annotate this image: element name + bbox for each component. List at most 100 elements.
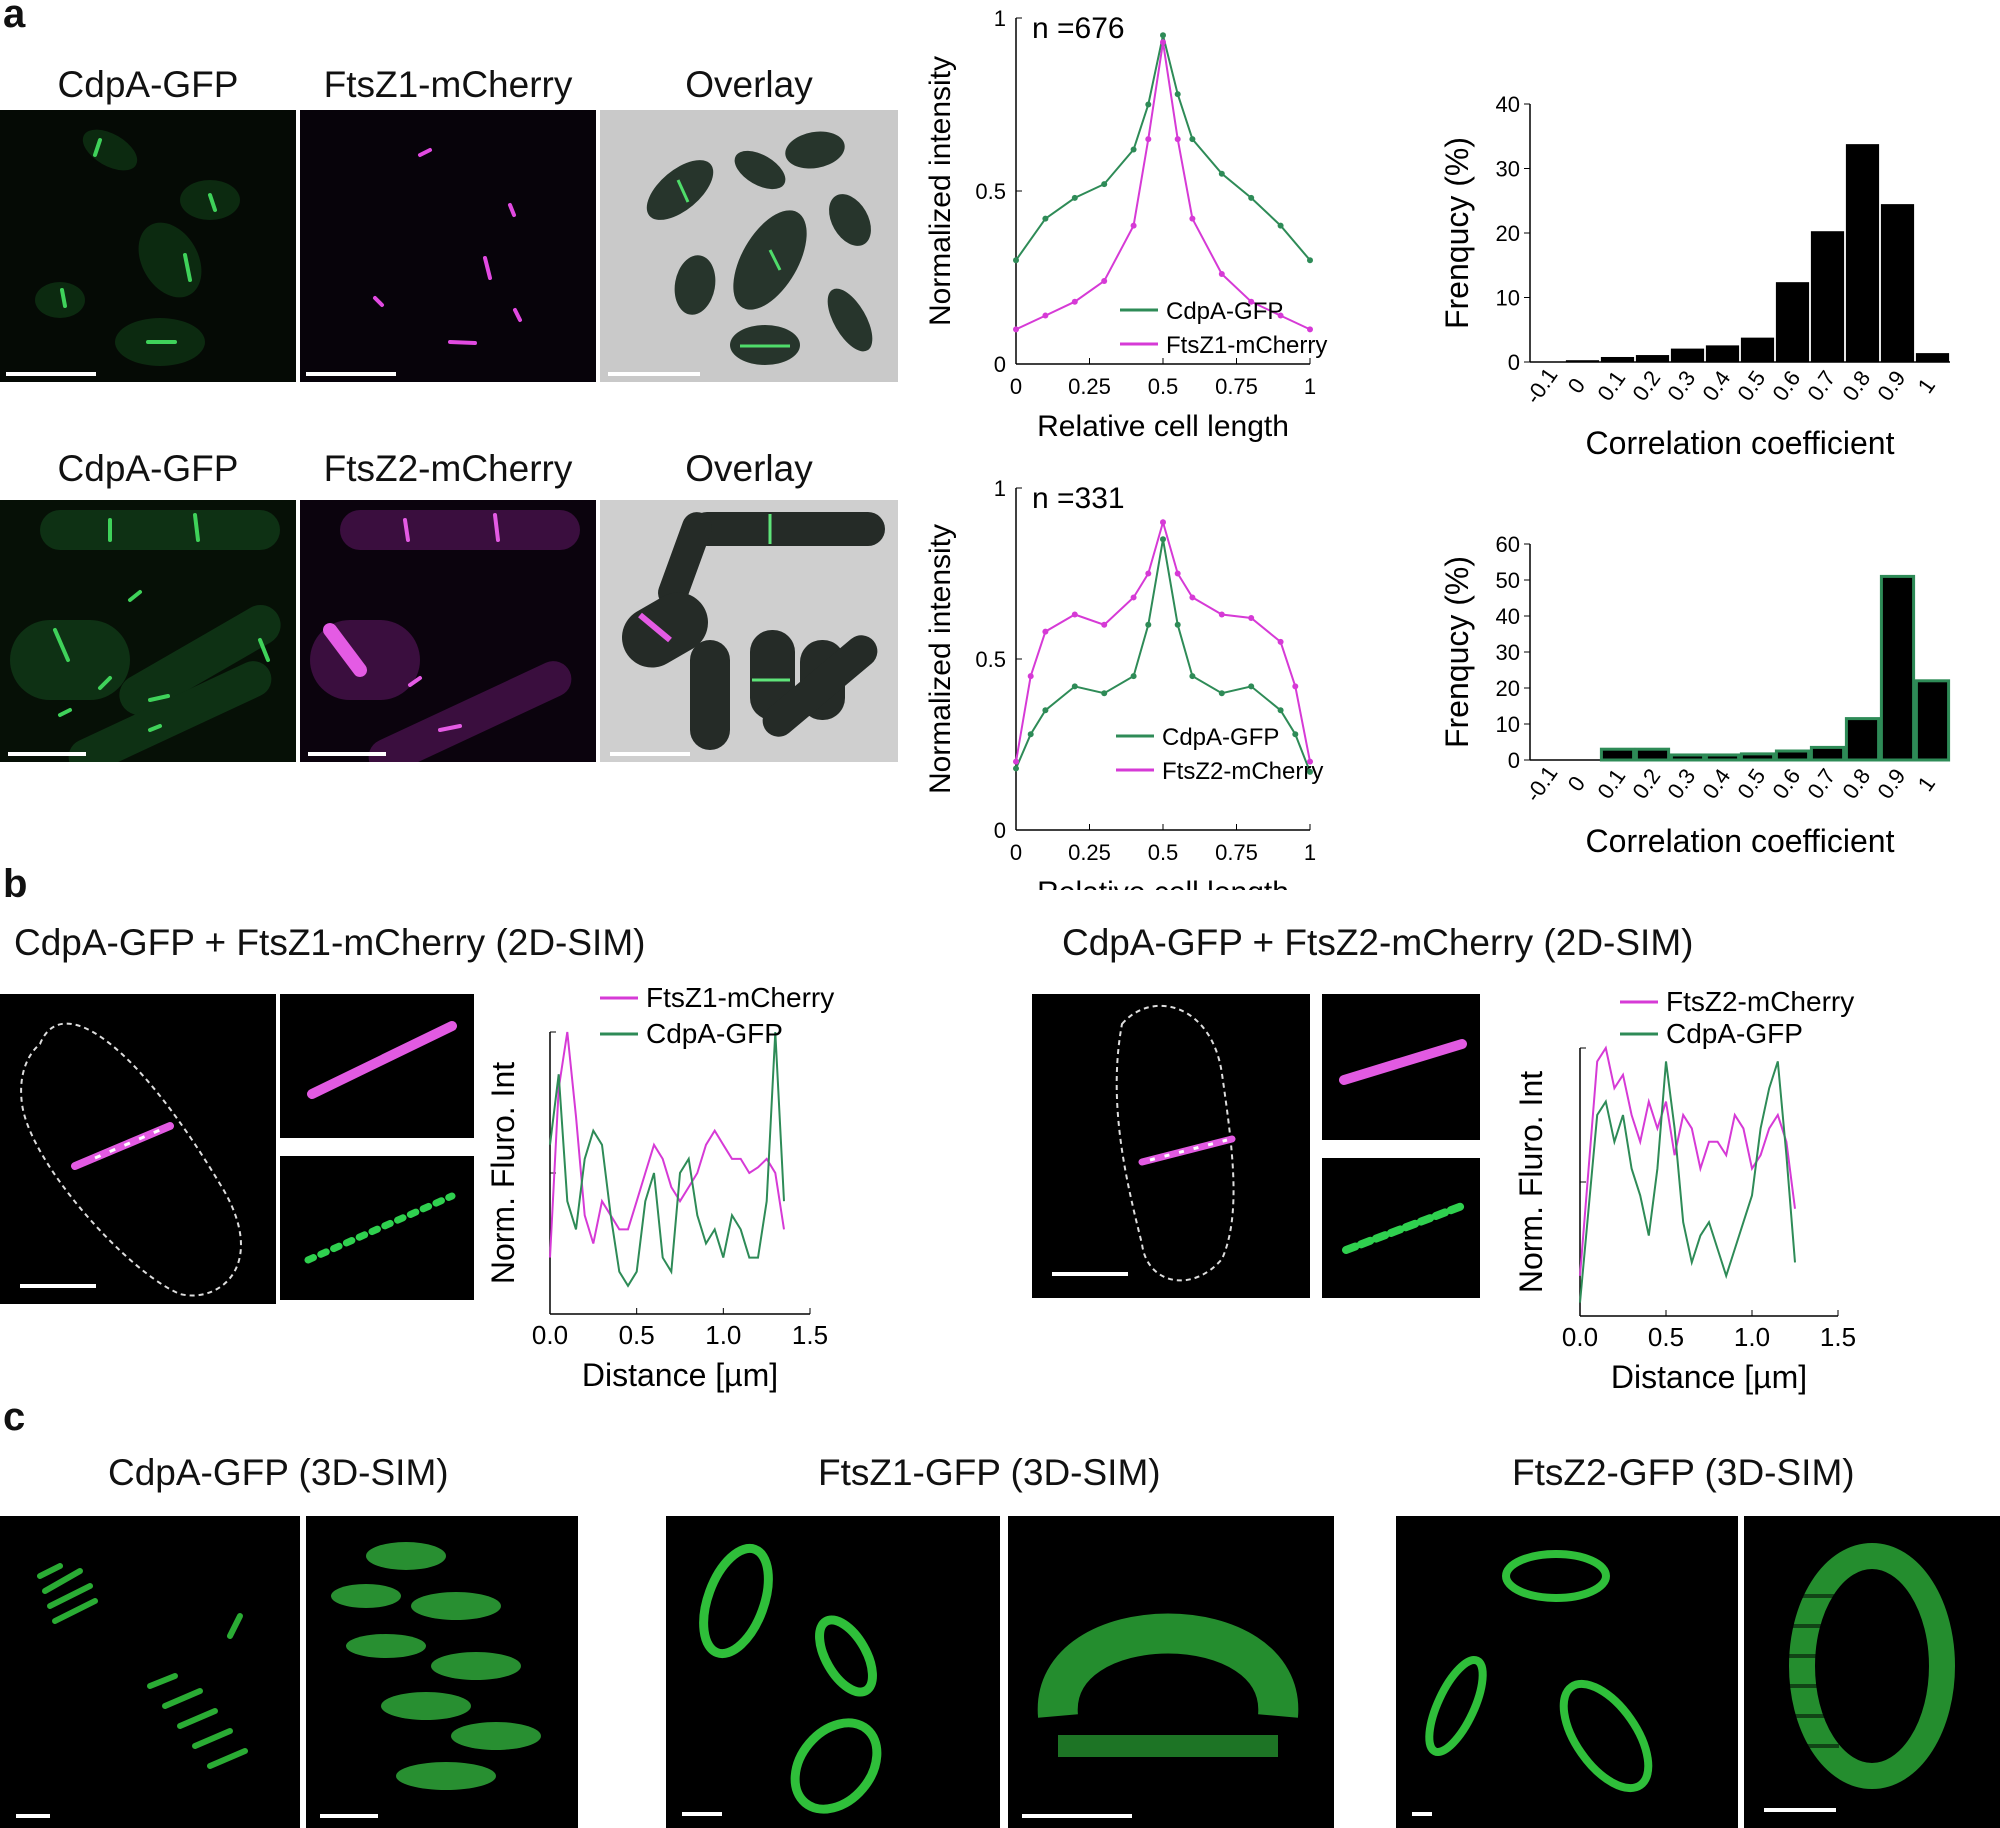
x-tick-label: 0.4 [1697, 764, 1735, 803]
c-title-ftsz1: FtsZ1-GFP (3D-SIM) [818, 1452, 1161, 1493]
y-axis-label: Normalized intensity [924, 524, 957, 794]
sim3d-ftsz1-overview [666, 1516, 1000, 1828]
sim3d-ftsz1-zoom [1008, 1516, 1334, 1828]
legend-label: FtsZ1-mCherry [646, 982, 834, 1013]
x-tick-label: 0.25 [1068, 374, 1111, 399]
data-point [1042, 312, 1049, 319]
micrograph-overlay-2 [600, 500, 898, 762]
x-axis-label: Distance [µm] [582, 1357, 778, 1393]
x-tick-label: 0.1 [1592, 764, 1630, 803]
data-point [1307, 257, 1313, 264]
data-point [1071, 298, 1078, 305]
scale-bar [610, 752, 690, 756]
x-tick-label: 0.3 [1662, 366, 1700, 405]
x-tick-label: 0.5 [1148, 374, 1179, 399]
data-point [1218, 690, 1225, 697]
data-point [1130, 594, 1137, 601]
y-axis-label: Norm. Fluro. Int [485, 1062, 521, 1284]
legend-label: FtsZ1-mCherry [1166, 332, 1327, 359]
x-tick-label: 0 [1010, 840, 1022, 865]
x-tick-label: 0.5 [619, 1320, 655, 1350]
n-annotation: n =331 [1032, 482, 1125, 515]
c-title-cdpa: CdpA-GFP (3D-SIM) [108, 1452, 449, 1493]
scale-bar [320, 1814, 378, 1818]
data-point [1071, 194, 1078, 201]
data-point [1160, 519, 1166, 526]
data-point [1071, 611, 1078, 618]
scale-bar [608, 372, 700, 376]
x-tick-label: 0.5 [1148, 840, 1179, 865]
data-point [1101, 181, 1108, 188]
y-axis-label: Frenqucy (%) [1439, 556, 1475, 748]
x-tick-label: 0.0 [1562, 1322, 1598, 1352]
data-point [1101, 277, 1108, 284]
x-tick-label: 0.3 [1662, 764, 1700, 803]
bar-0.2 [1635, 355, 1670, 363]
data-point [1042, 707, 1049, 714]
micrograph-overlay-1 [600, 110, 898, 382]
data-point [1174, 570, 1181, 577]
series-line-CdpA-GFP [1579, 1061, 1796, 1303]
x-tick-label: 0 [1563, 374, 1591, 398]
a-row2-title-gfp: CdpA-GFP [57, 448, 239, 489]
data-point [1130, 146, 1137, 153]
x-tick-label: 0.8 [1837, 366, 1875, 405]
x-tick-label: 0.0 [532, 1320, 568, 1350]
bar-0.1 [1600, 356, 1635, 363]
y-tick-label: 0 [1508, 748, 1520, 773]
x-tick-label: 1.0 [1734, 1322, 1770, 1352]
sim-zoom-cdpa-gfp-2 [1322, 1158, 1480, 1298]
data-point [1307, 768, 1313, 775]
sim3d-ftsz2-overview [1396, 1516, 1738, 1828]
data-point [1145, 570, 1152, 577]
bar-1 [1915, 353, 1950, 363]
scale-bar [1764, 1808, 1836, 1812]
y-tick-label: 0.5 [975, 647, 1006, 672]
x-tick-label: 0.9 [1872, 366, 1910, 405]
x-tick-label: 0.5 [1732, 764, 1770, 803]
data-point [1277, 638, 1284, 645]
bar-0.6 [1774, 749, 1811, 762]
x-tick-label: 0.75 [1215, 374, 1258, 399]
data-point [1189, 136, 1196, 143]
x-tick-label: 0 [1010, 374, 1022, 399]
data-point [1248, 298, 1255, 305]
sim-zoom-cdpa-gfp-1 [280, 1156, 474, 1300]
series-line-FtsZ1-mCherry [1015, 42, 1311, 331]
x-tick-label: 0.2 [1627, 366, 1665, 405]
x-tick-label: 0.1 [1592, 366, 1630, 405]
x-axis-label: Distance [µm] [1611, 1359, 1807, 1395]
data-point [1130, 222, 1137, 229]
bar-0.4 [1705, 345, 1740, 363]
legend-label: CdpA-GFP [646, 1018, 783, 1049]
data-point [1013, 326, 1019, 333]
x-tick-label: 0.5 [1732, 366, 1770, 405]
data-point [1101, 690, 1108, 697]
x-tick-label: 0.9 [1872, 764, 1910, 803]
x-axis-label: Correlation coefficient [1586, 823, 1895, 859]
x-axis-label: Relative cell length [1037, 876, 1289, 890]
x-tick-label: 0.25 [1068, 840, 1111, 865]
sim-cell-ftsz2 [1032, 994, 1310, 1298]
data-point [1027, 731, 1034, 738]
data-point [1174, 621, 1181, 628]
sim3d-ftsz2-zoom [1744, 1516, 2000, 1828]
scale-bar [8, 752, 86, 756]
series-line-FtsZ2-mCherry [1579, 1045, 1796, 1276]
x-tick-label: -0.1 [1520, 761, 1562, 806]
bar-0.8 [1845, 144, 1880, 363]
y-tick-label: 0 [1508, 350, 1520, 375]
micrograph-ftsz2-mcherry [300, 500, 596, 762]
data-point [1160, 32, 1166, 39]
data-point [1218, 170, 1225, 177]
panel-label-c: c [3, 1395, 26, 1439]
scale-bar [16, 1814, 50, 1818]
scale-bar [20, 1284, 96, 1288]
panel-label-a: a [3, 0, 26, 36]
bar-0.4 [1704, 753, 1741, 762]
data-point [1292, 731, 1299, 738]
data-point [1189, 215, 1196, 222]
b-right-title: CdpA-GFP + FtsZ2-mCherry (2D-SIM) [1062, 922, 1694, 963]
x-axis-label: Correlation coefficient [1586, 425, 1895, 460]
